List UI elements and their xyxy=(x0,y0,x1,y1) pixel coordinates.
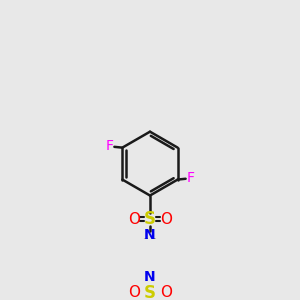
Text: O: O xyxy=(128,212,140,227)
Text: N: N xyxy=(144,270,156,284)
Text: F: F xyxy=(186,171,194,185)
Text: S: S xyxy=(144,284,156,300)
Text: S: S xyxy=(144,211,156,229)
Text: O: O xyxy=(128,285,140,300)
Text: N: N xyxy=(144,228,156,242)
Text: O: O xyxy=(160,285,172,300)
Text: F: F xyxy=(106,139,114,153)
Text: O: O xyxy=(160,212,172,227)
